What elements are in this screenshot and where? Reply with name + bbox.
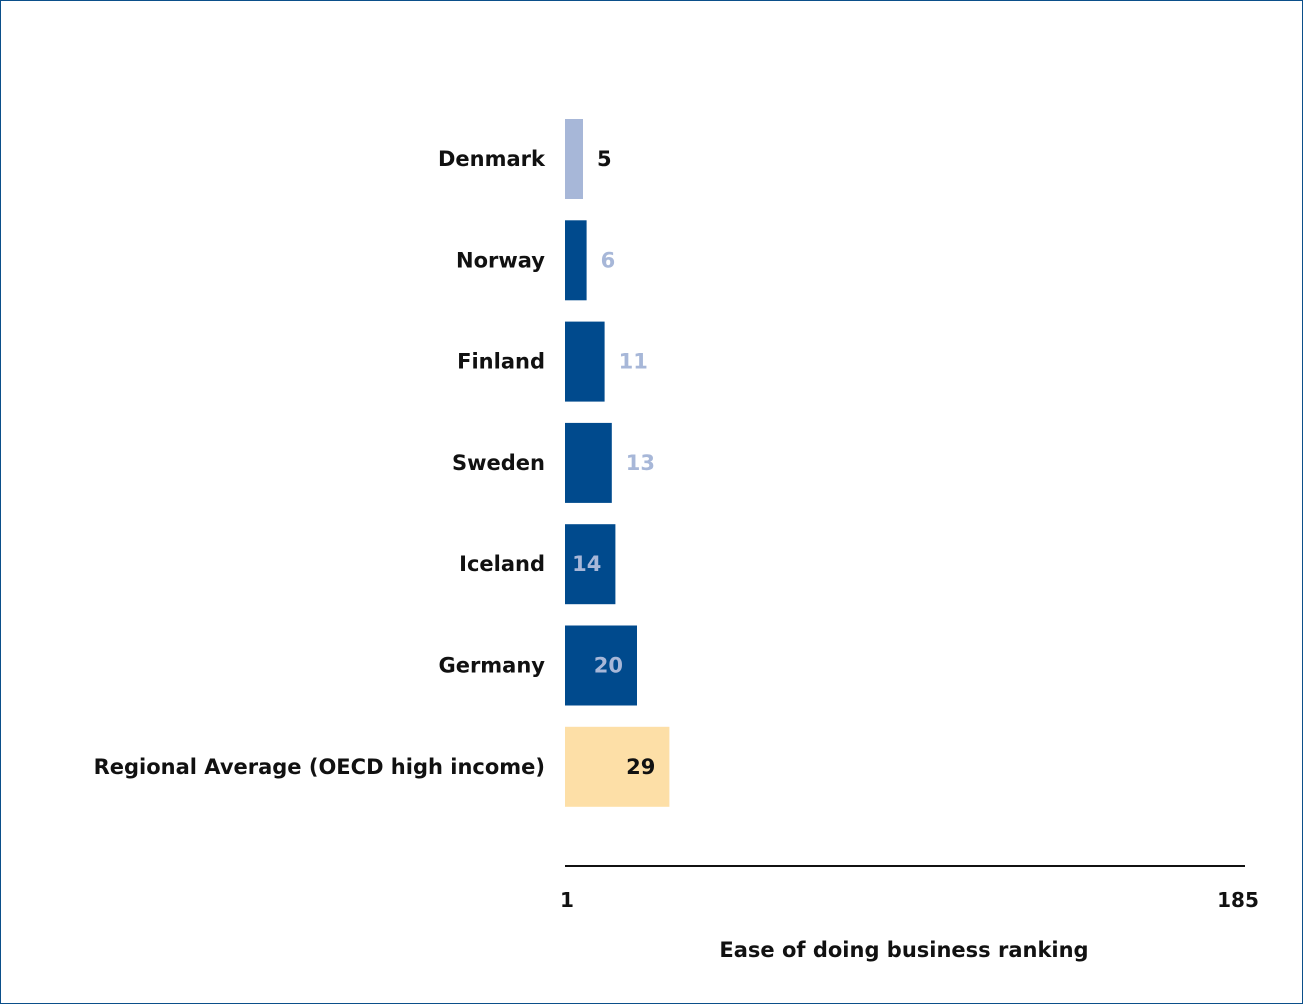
value-label-1: 6: [601, 248, 616, 272]
category-label-2: Finland: [457, 350, 545, 374]
value-label-0: 5: [597, 147, 612, 171]
category-label-6: Regional Average (OECD high income): [94, 755, 545, 779]
bar-6: [565, 726, 670, 807]
value-label-5: 20: [594, 654, 623, 678]
value-label-3: 13: [626, 451, 655, 475]
bar-4: [565, 524, 616, 605]
bars-group: Denmark 5 Norway 6 Finland 11 Sweden 13 Iceland 1…: [94, 119, 670, 807]
x-tick-max: 185: [1217, 888, 1259, 912]
bar-5: [565, 625, 637, 706]
bar-1: [565, 220, 587, 301]
x-tick-min: 1: [560, 888, 574, 912]
value-label-6: 29: [626, 755, 655, 779]
category-label-5: Germany: [438, 654, 545, 678]
category-label-1: Norway: [456, 248, 545, 272]
bar-2: [565, 321, 605, 402]
value-label-4: 14: [572, 552, 601, 576]
category-label-0: Denmark: [438, 147, 546, 171]
value-label-2: 11: [619, 350, 648, 374]
x-axis-title: Ease of doing business ranking: [719, 938, 1088, 962]
bar-0: [565, 119, 583, 199]
category-label-3: Sweden: [452, 451, 545, 475]
bar-3: [565, 422, 612, 503]
category-label-4: Iceland: [459, 552, 545, 576]
